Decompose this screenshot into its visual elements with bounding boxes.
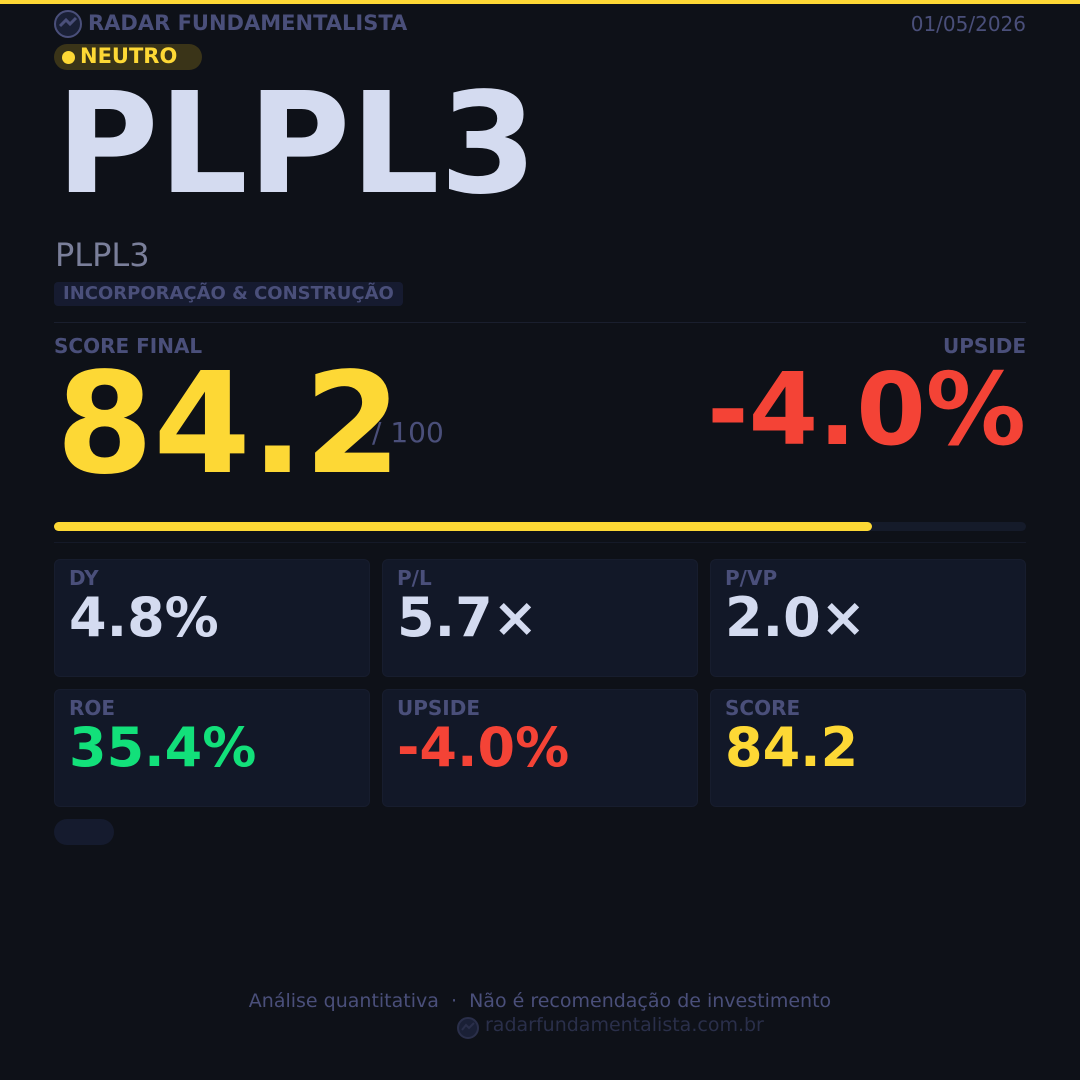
metric-card: DY 4.8% bbox=[54, 559, 370, 677]
divider bbox=[54, 542, 1026, 543]
metric-label: P/VP bbox=[725, 566, 778, 590]
score-value: 84.2 bbox=[56, 343, 402, 506]
metric-label: SCORE bbox=[725, 696, 801, 720]
metric-label: P/L bbox=[397, 566, 432, 590]
flag-pill bbox=[54, 819, 114, 845]
disclaimer: Análise quantitativa · Não é recomendaçã… bbox=[248, 990, 832, 1012]
brand-icon bbox=[54, 10, 82, 38]
metric-card: P/L 5.7× bbox=[382, 559, 698, 677]
metric-value: 84.2 bbox=[725, 716, 859, 779]
badge-dot bbox=[62, 51, 75, 64]
metric-value: 4.8% bbox=[69, 586, 219, 649]
metric-value: 2.0× bbox=[725, 586, 866, 649]
progress-track bbox=[54, 522, 1026, 531]
site-icon bbox=[457, 1017, 479, 1039]
site: radarfundamentalista.com.br bbox=[485, 1014, 764, 1036]
top-accent bbox=[0, 0, 1080, 4]
score-label: SCORE FINAL bbox=[54, 334, 203, 358]
date: 01/05/2026 bbox=[910, 12, 1026, 36]
metric-card: P/VP 2.0× bbox=[710, 559, 1026, 677]
metric-card: ROE 35.4% bbox=[54, 689, 370, 807]
divider bbox=[54, 322, 1026, 323]
badge-text: NEUTRO bbox=[80, 44, 178, 68]
badge: NEUTRO bbox=[54, 44, 202, 70]
upside-label: UPSIDE bbox=[942, 334, 1026, 358]
ticker: PLPL3 bbox=[56, 63, 538, 226]
metric-card: SCORE 84.2 bbox=[710, 689, 1026, 807]
metric-value: 5.7× bbox=[397, 586, 538, 649]
brand: RADAR FUNDAMENTALISTA bbox=[88, 11, 408, 35]
metric-value: 35.4% bbox=[69, 716, 257, 779]
metric-value: -4.0% bbox=[397, 716, 570, 779]
progress-bar bbox=[54, 522, 873, 531]
upside-value: -4.0% bbox=[707, 351, 1026, 468]
metric-card: UPSIDE -4.0% bbox=[382, 689, 698, 807]
metric-label: DY bbox=[69, 566, 99, 590]
metric-label: UPSIDE bbox=[397, 696, 481, 720]
metric-label: ROE bbox=[69, 696, 116, 720]
score-max: / 100 bbox=[372, 416, 444, 449]
company-name: PLPL3 bbox=[55, 236, 150, 274]
sector: INCORPORAÇÃO & CONSTRUÇÃO bbox=[54, 282, 403, 306]
